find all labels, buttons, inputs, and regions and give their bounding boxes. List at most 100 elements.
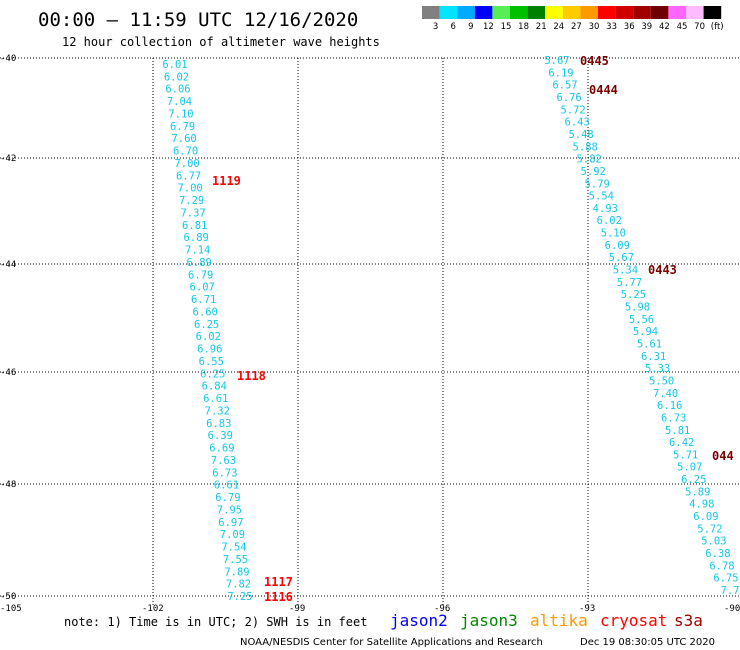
scale-label: 70 (694, 22, 705, 32)
scale-swatch (457, 6, 475, 19)
wave-height-value: 7.40 (653, 388, 678, 400)
wave-height-value: 6.61 (203, 393, 228, 405)
wave-height-value: 7.00 (174, 158, 199, 170)
scale-swatch (439, 6, 458, 19)
wave-height-value: 6.97 (218, 517, 243, 529)
wave-height-value: 5.67 (544, 55, 569, 67)
wave-height-value: 6.38 (705, 548, 730, 560)
satellite-legend: jason2 jason3 altika cryosat s3a (390, 611, 703, 630)
wave-height-value: 7.00 (177, 183, 202, 195)
lat-label: -50 (0, 592, 16, 602)
scale-label: (ft) (711, 22, 724, 32)
pass-label: 1116 (264, 590, 293, 604)
wave-height-value: 7.25 (227, 591, 252, 603)
chart-subtitle: 12 hour collection of altimeter wave hei… (62, 35, 380, 49)
wave-height-value: 6.07 (190, 282, 215, 294)
scale-label: 15 (501, 22, 512, 32)
wave-height-value: 7.10 (168, 109, 193, 121)
wave-height-value: 5.71 (673, 449, 698, 461)
scale-swatch (527, 6, 546, 19)
wave-height-value: 7.95 (217, 504, 242, 516)
wave-height-value: 7.29 (179, 195, 204, 207)
scale-label: 9 (468, 22, 473, 32)
wave-height-value: 6.71 (191, 294, 216, 306)
wave-height-value: 5.92 (581, 166, 606, 178)
scale-swatch (474, 6, 493, 19)
lon-label: -99 (289, 604, 305, 614)
scale-label: 6 (450, 22, 455, 32)
map-grid (0, 57, 740, 605)
wave-height-value: 6.89 (184, 232, 209, 244)
wave-height-value: 5.77 (617, 277, 642, 289)
wave-height-value: 7.04 (167, 96, 192, 108)
scale-swatch (615, 6, 634, 19)
credit-line: NOAA/NESDIS Center for Satellite Applica… (240, 637, 543, 648)
wave-height-value: 7.63 (211, 455, 236, 467)
wave-height-value: 6.42 (669, 437, 694, 449)
wave-height-value: 6.43 (564, 117, 589, 129)
longitude-labels: -105 -102 -99 -96 -93 -90 (0, 604, 740, 614)
scale-label: 27 (571, 22, 582, 32)
wave-height-value: 7.14 (185, 245, 210, 257)
wave-height-value: 6.84 (202, 381, 227, 393)
scale-swatch (668, 6, 686, 19)
wave-height-value: 6.81 (182, 220, 207, 232)
scale-swatch (686, 6, 704, 19)
wave-height-value: 6.70 (173, 146, 198, 158)
color-scale-legend: 3 6 9 12 15 18 21 24 27 30 33 36 39 42 45 70 (ft) (422, 6, 724, 32)
pass-label: 0443 (648, 263, 677, 277)
scale-swatch (650, 6, 669, 19)
scale-swatch (703, 6, 722, 19)
scale-swatch (492, 6, 510, 19)
scale-label: 3 (433, 22, 438, 32)
wave-height-value: 5.48 (568, 129, 593, 141)
wave-height-value: 6.73 (661, 412, 686, 424)
wave-height-value: 6.79 (188, 269, 213, 281)
scale-label: 30 (589, 22, 600, 32)
wave-height-value: 6.31 (641, 351, 666, 363)
wave-height-value: 5.25 (621, 289, 646, 301)
scale-label: 12 (483, 22, 494, 32)
wave-height-value: 6.79 (170, 121, 195, 133)
wave-height-value: 5.94 (633, 326, 658, 338)
wave-height-value: 7.54 (221, 542, 246, 554)
wave-height-value: 7.60 (171, 133, 196, 145)
lat-label: -46 (0, 368, 16, 378)
scale-label: 42 (659, 22, 670, 32)
wave-height-value: 6.61 (214, 480, 239, 492)
lon-label: -105 (0, 604, 22, 614)
legend-cryosat: cryosat (600, 611, 667, 630)
wave-height-value: 5.34 (613, 265, 638, 277)
scale-swatch (562, 6, 581, 19)
wave-height-value: 6.60 (193, 306, 218, 318)
wave-height-value: 6.25 (194, 319, 219, 331)
scale-label: 18 (518, 22, 529, 32)
wave-height-value: 7.09 (220, 529, 245, 541)
wave-height-value: 7.7 (721, 585, 740, 597)
wave-height-value: 6.19 (548, 67, 573, 79)
scale-label: 36 (624, 22, 635, 32)
wave-height-value: 5.50 (649, 376, 674, 388)
wave-height-value: 6.69 (209, 443, 234, 455)
wave-height-value: 6.01 (162, 59, 187, 71)
wave-height-value: 6.89 (187, 257, 212, 269)
wave-height-value: 7.89 (224, 566, 249, 578)
footer-note: note: 1) Time is in UTC; 2) SWH is in fe… (64, 615, 367, 629)
scale-swatch (598, 6, 616, 19)
wave-height-value: 5.72 (560, 104, 585, 116)
lon-label: -96 (434, 604, 450, 614)
wave-height-value: 7.32 (205, 405, 230, 417)
wave-height-value: 5.61 (637, 339, 662, 351)
pass-label: 1119 (212, 174, 241, 188)
wave-height-value: 6.78 (709, 560, 734, 572)
wave-height-value: 7.55 (223, 554, 248, 566)
scale-label: 45 (677, 22, 688, 32)
lon-label: -102 (142, 604, 164, 614)
wave-height-value: 6.57 (552, 80, 577, 92)
wave-height-value: 6.25 (681, 474, 706, 486)
wave-height-value: 6.76 (556, 92, 581, 104)
legend-jason3: jason3 (460, 611, 518, 630)
wave-height-value: 6.55 (199, 356, 224, 368)
wave-height-value: 5.33 (645, 363, 670, 375)
